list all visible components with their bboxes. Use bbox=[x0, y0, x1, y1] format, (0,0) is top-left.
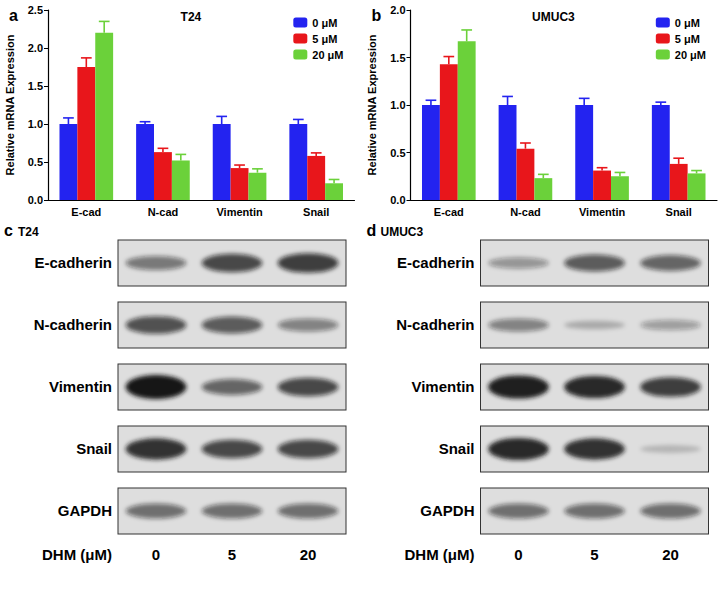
svg-text:0: 0 bbox=[152, 546, 160, 563]
svg-text:Vimentin: Vimentin bbox=[216, 206, 263, 218]
svg-text:N-cadherin: N-cadherin bbox=[396, 316, 474, 333]
svg-text:N-cad: N-cad bbox=[510, 206, 541, 218]
svg-text:N-cadherin: N-cadherin bbox=[34, 316, 112, 333]
svg-text:20: 20 bbox=[300, 546, 317, 563]
svg-text:E-cad: E-cad bbox=[434, 206, 464, 218]
svg-text:N-cad: N-cad bbox=[148, 206, 179, 218]
svg-text:T24: T24 bbox=[18, 225, 39, 239]
svg-text:2.0: 2.0 bbox=[28, 42, 43, 54]
svg-text:DHM (μM): DHM (μM) bbox=[42, 546, 112, 563]
svg-text:20 μM: 20 μM bbox=[312, 49, 343, 61]
svg-text:5: 5 bbox=[590, 546, 598, 563]
svg-text:Snail: Snail bbox=[76, 440, 112, 457]
svg-text:Relative mRNA Expression: Relative mRNA Expression bbox=[4, 34, 16, 175]
svg-text:a: a bbox=[9, 7, 18, 24]
svg-text:0: 0 bbox=[514, 546, 522, 563]
svg-text:UMUC3: UMUC3 bbox=[381, 225, 424, 239]
svg-text:20: 20 bbox=[662, 546, 679, 563]
svg-text:GAPDH: GAPDH bbox=[420, 502, 474, 519]
svg-text:20 μM: 20 μM bbox=[675, 49, 706, 61]
svg-text:d: d bbox=[367, 222, 377, 239]
svg-text:Vimentin: Vimentin bbox=[49, 378, 112, 395]
svg-text:2.5: 2.5 bbox=[28, 4, 43, 16]
svg-text:0.0: 0.0 bbox=[390, 194, 405, 206]
svg-text:0 μM: 0 μM bbox=[312, 17, 337, 29]
svg-text:DHM (μM): DHM (μM) bbox=[405, 546, 475, 563]
svg-text:0.5: 0.5 bbox=[28, 156, 43, 168]
svg-text:1.0: 1.0 bbox=[390, 99, 405, 111]
svg-text:1.0: 1.0 bbox=[28, 118, 43, 130]
svg-text:0 μM: 0 μM bbox=[675, 17, 700, 29]
svg-text:Snail: Snail bbox=[439, 440, 475, 457]
svg-text:1.5: 1.5 bbox=[28, 80, 43, 92]
svg-text:5 μM: 5 μM bbox=[312, 33, 337, 45]
svg-text:2.0: 2.0 bbox=[390, 4, 405, 16]
svg-text:E-cadherin: E-cadherin bbox=[397, 254, 475, 271]
svg-text:T24: T24 bbox=[181, 10, 202, 24]
svg-text:0.5: 0.5 bbox=[390, 147, 405, 159]
svg-text:E-cadherin: E-cadherin bbox=[34, 254, 112, 271]
svg-text:1.5: 1.5 bbox=[390, 52, 405, 64]
svg-text:Vimentin: Vimentin bbox=[411, 378, 474, 395]
svg-text:5: 5 bbox=[228, 546, 236, 563]
svg-text:GAPDH: GAPDH bbox=[58, 502, 112, 519]
svg-text:Vimentin: Vimentin bbox=[579, 206, 626, 218]
svg-text:b: b bbox=[372, 7, 382, 24]
svg-text:UMUC3: UMUC3 bbox=[532, 10, 575, 24]
svg-text:c: c bbox=[4, 222, 13, 239]
svg-text:Snail: Snail bbox=[303, 206, 329, 218]
svg-text:Relative mRNA Expression: Relative mRNA Expression bbox=[366, 34, 378, 175]
svg-text:0.0: 0.0 bbox=[28, 194, 43, 206]
svg-text:5 μM: 5 μM bbox=[675, 33, 700, 45]
svg-text:E-cad: E-cad bbox=[71, 206, 101, 218]
svg-text:Snail: Snail bbox=[666, 206, 692, 218]
